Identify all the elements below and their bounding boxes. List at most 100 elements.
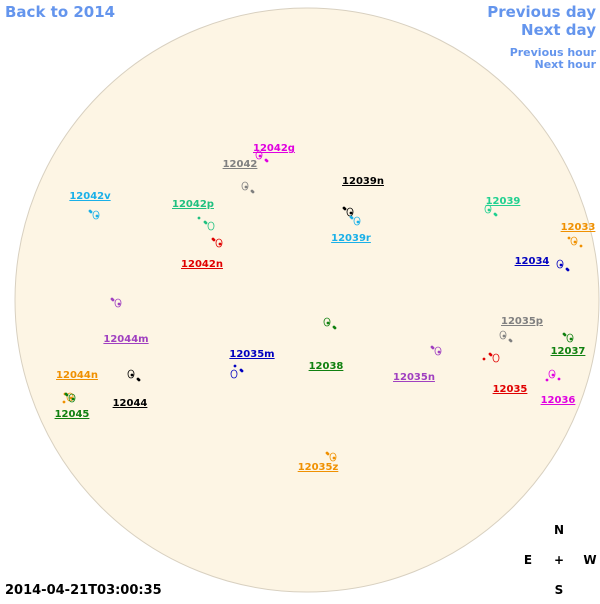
sunspot [482,357,486,361]
sunspot [557,377,561,381]
sunspot [127,369,135,379]
sunspot [233,364,237,368]
region-label[interactable]: 12036 [541,395,576,406]
region-label[interactable]: 12035m [229,349,274,360]
region-label[interactable]: 12044m [103,334,148,345]
sunspot [579,244,583,248]
sunspot [509,339,513,343]
sunspot [255,150,263,160]
compass-east: E [524,553,532,567]
region-label[interactable]: 12034 [515,256,550,267]
sunspot [545,378,549,382]
sunspot [240,369,244,373]
region-label[interactable]: 12039 [486,196,521,207]
region-label[interactable]: 12033 [561,222,596,233]
sunspot [71,397,75,401]
sunspot [343,207,347,211]
sunspot [326,452,330,456]
sunspot [487,208,491,212]
compass-south: S [555,583,564,597]
sunspot [89,210,93,214]
previous-hour-link[interactable]: Previous hour [510,46,597,59]
region-label[interactable]: 12042 [223,159,258,170]
region-label[interactable]: 12035p [501,316,543,327]
sunspot [484,204,492,214]
sunspot [569,337,573,341]
region-label[interactable]: 12039n [342,176,384,187]
sunspot [111,298,115,302]
region-label[interactable]: 12042n [181,259,223,270]
sunspot [204,221,208,225]
sunspot [95,214,99,218]
sunspot [92,210,100,220]
sunspot [62,400,66,404]
sunspot [551,373,555,377]
sunspot [502,334,506,338]
sunspot [566,333,574,343]
sunspot [207,221,215,231]
sunspot [431,346,435,350]
sunspot [353,216,361,226]
sunspot [499,330,507,340]
sunspot [548,369,556,379]
sunspot [65,393,69,397]
region-label[interactable]: 12035z [298,462,339,473]
sunspot [492,353,500,363]
sunspot [137,378,141,382]
sunspot [559,263,563,267]
sunspot [68,393,76,403]
region-label[interactable]: 12045 [55,409,90,420]
sunspot [573,240,577,244]
sunspot [114,298,122,308]
sunspot [489,353,493,357]
next-day-link[interactable]: Next day [521,21,596,39]
region-label[interactable]: 12035 [493,384,528,395]
sunspot [566,268,570,272]
sunspot [346,207,354,217]
sunspot [326,321,330,325]
sunspot [563,333,567,337]
sunspot [349,211,353,215]
sunspot [215,238,223,248]
sunspot [197,216,201,220]
sunspot [69,396,73,400]
region-label[interactable]: 12042p [172,199,214,210]
sunspot [323,317,331,327]
sunspot [332,456,336,460]
region-label[interactable]: 12042g [253,143,295,154]
sunspot [494,213,498,217]
spots [62,150,583,462]
sunspot [567,236,571,240]
sunspot [434,346,442,356]
solar-disk [14,7,600,593]
sunspot [130,373,134,377]
sunspot [244,185,248,189]
region-label[interactable]: 12044n [56,370,98,381]
sunspot [437,350,441,354]
compass-west: W [583,553,596,567]
sunspot [556,259,564,269]
region-label[interactable]: 12035n [393,372,435,383]
sunspot [329,452,337,462]
compass-north: N [554,523,564,537]
region-label[interactable]: 12039r [331,233,371,244]
sunspot [258,154,262,158]
previous-day-link[interactable]: Previous day [487,3,596,21]
sunspot [117,302,121,306]
timestamp: 2014-04-21T03:00:35 [5,583,162,598]
sunspot [350,216,354,220]
sunspot [356,220,360,224]
region-label[interactable]: 12037 [551,346,586,357]
back-link[interactable]: Back to 2014 [5,3,115,21]
sunspot [241,181,249,191]
next-hour-link[interactable]: Next hour [535,58,597,71]
sunspot [265,159,269,163]
sunspot [333,326,337,330]
region-label[interactable]: 12042v [69,191,111,202]
sunspot [212,238,216,242]
sunspot [570,236,578,246]
region-label[interactable]: 12038 [309,361,344,372]
sunspot [218,242,222,246]
region-label[interactable]: 12044 [113,398,148,409]
